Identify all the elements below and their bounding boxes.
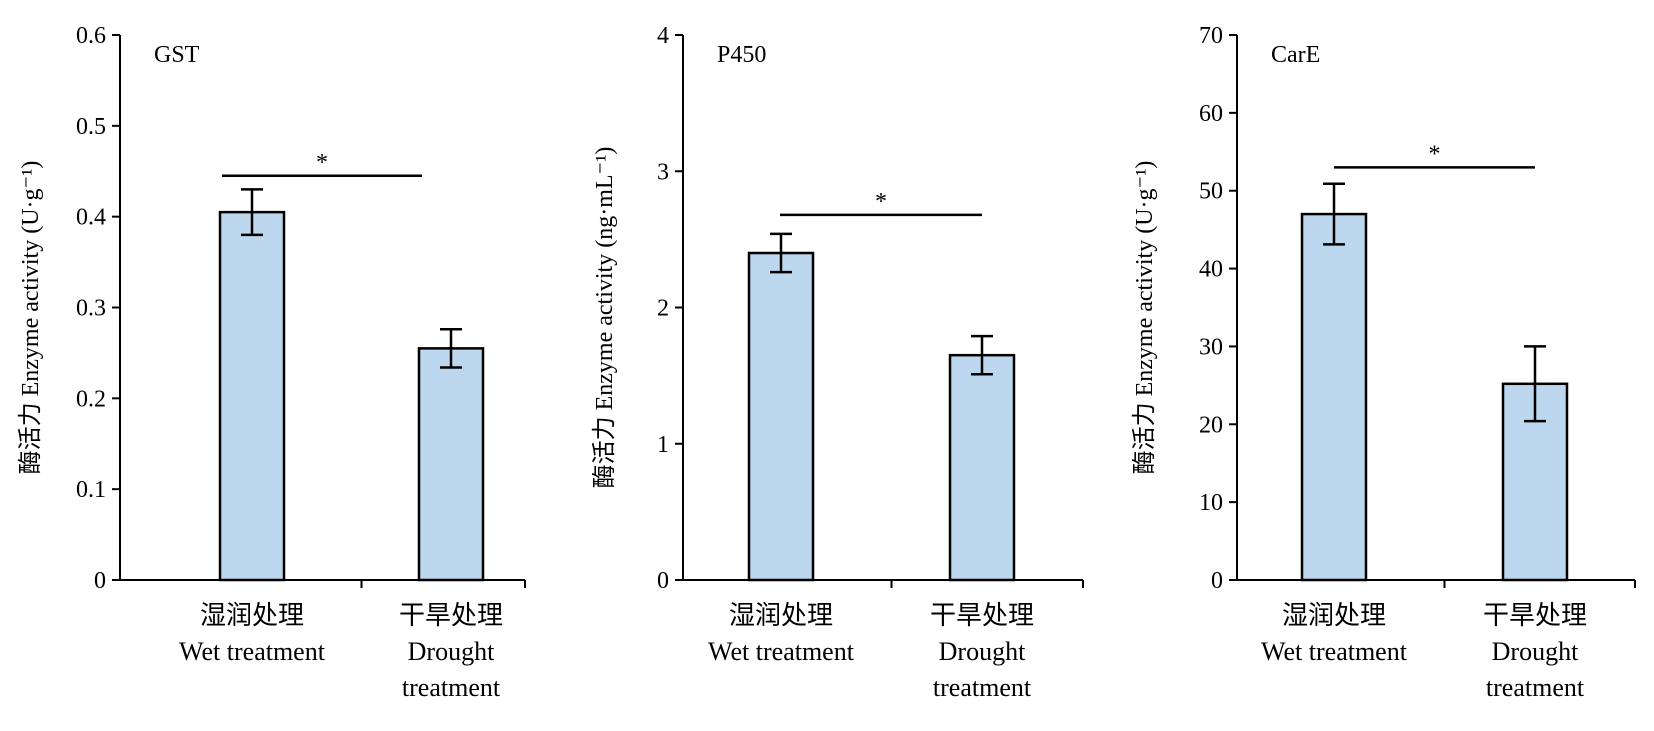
category-label-en: Wet treatment [1261,637,1408,666]
y-tick-label: 1 [657,432,669,458]
y-axis-title: 酶活力 Enzyme activity (U·g⁻¹) [17,161,44,475]
bar-2 [417,347,485,582]
panel-title: CarE [1271,42,1320,68]
y-tick-label: 30 [1199,334,1223,360]
y-tick-label: 0.5 [76,114,106,140]
bar-1 [747,251,815,582]
y-axis-title: 酶活力 Enzyme activity (U·g⁻¹) [1131,161,1158,475]
category-label-en: Wet treatment [708,637,855,666]
y-tick-label: 3 [657,159,669,185]
category-label-en: treatment [1486,673,1585,702]
category-label-en: Wet treatment [179,637,326,666]
bar-1 [218,210,286,582]
y-axis-title: 酶活力 Enzyme activity (ng·mL⁻¹) [591,147,618,489]
y-tick-label: 0.6 [76,23,106,49]
y-tick-label: 0 [94,568,106,594]
chart-panel-2: 0 1 2 3 4 * P450 湿润处理 Wet treatment 干旱处理 Drought tr… [591,23,1084,702]
category-label-zh: 干旱处理 [1483,601,1587,630]
category-label-zh: 湿润处理 [200,601,304,630]
y-tick-label: 2 [657,296,669,322]
category-label-zh: 湿润处理 [729,601,833,630]
y-tick-label: 60 [1199,101,1223,127]
y-tick-label: 0.4 [76,205,106,231]
category-label-en: Drought [1492,637,1579,666]
y-tick-label: 70 [1199,23,1223,49]
panel-title: GST [154,42,200,68]
y-tick-label: 50 [1199,179,1223,205]
bar-1 [1300,212,1368,582]
chart-panel-1: 0 0.1 0.2 0.3 0.4 0.5 0.6 * GST 湿润处理 Wet treatment… [17,23,526,702]
category-label-en: Drought [408,637,495,666]
category-label-en: treatment [933,673,1032,702]
y-tick-label: 20 [1199,412,1223,438]
category-label-zh: 干旱处理 [399,601,503,630]
y-tick-label: 0 [1211,568,1223,594]
y-tick-label: 40 [1199,257,1223,283]
y-tick-label: 0.2 [76,386,106,412]
significance-star: * [316,150,328,176]
category-label-en: treatment [402,673,501,702]
panel-title: P450 [717,42,766,68]
bar-2 [948,353,1016,582]
chart-panel-3: 0 10 20 30 40 50 60 70 * CarE 湿润处理 Wet treatment 干旱处… [1131,23,1636,702]
significance-star: * [875,189,887,215]
y-tick-label: 0.3 [76,296,106,322]
y-tick-label: 4 [657,23,669,49]
y-tick-label: 0.1 [76,477,106,503]
y-tick-label: 0 [657,568,669,594]
significance-star: * [1429,141,1441,167]
category-label-zh: 干旱处理 [930,601,1034,630]
bar-2 [1501,382,1569,582]
y-tick-label: 10 [1199,490,1223,516]
category-label-zh: 湿润处理 [1282,601,1386,630]
category-label-en: Drought [939,637,1026,666]
